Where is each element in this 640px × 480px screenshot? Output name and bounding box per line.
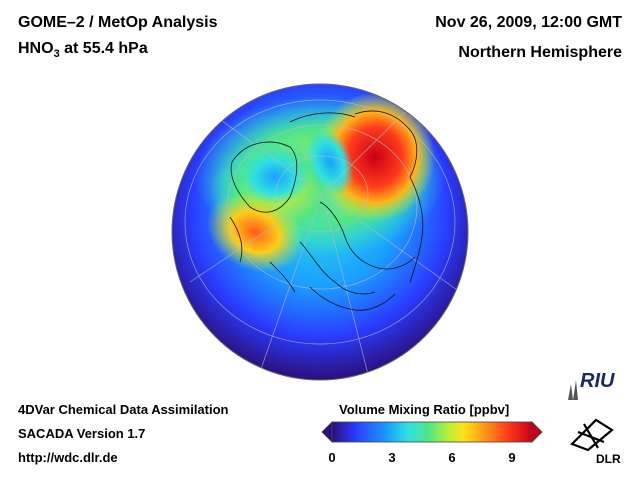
coastlines xyxy=(229,110,424,311)
riu-logo-text: RIU xyxy=(580,370,615,392)
colorbar-title: Volume Mixing Ratio [ppbv] xyxy=(339,402,510,417)
dlr-logo-text: DLR xyxy=(596,452,621,466)
species-subscript: 3 xyxy=(53,48,60,61)
colorbar-tick-label: 3 xyxy=(388,450,396,465)
dlr-logo-icon xyxy=(570,418,614,452)
date-label: Nov 26, 2009, 12:00 GMT xyxy=(435,14,622,31)
colorbar xyxy=(321,421,543,443)
colorbar-tick-label: 0 xyxy=(328,450,336,465)
pressure-level: at 55.4 hPa xyxy=(59,40,148,57)
map-title: GOME–2 / MetOp Analysis xyxy=(18,14,218,31)
map-subtitle: HNO3 at 55.4 hPa xyxy=(18,40,148,60)
colorbar-tick-label: 6 xyxy=(448,450,456,465)
species-name: HNO xyxy=(18,40,54,57)
colorbar-max-arrow xyxy=(531,421,543,443)
footer-url[interactable]: http://wdc.dlr.de xyxy=(18,450,118,465)
hemisphere-label: Northern Hemisphere xyxy=(458,44,622,61)
globe-map xyxy=(171,83,469,381)
colorbar-min-arrow xyxy=(321,421,333,443)
footer-version: SACADA Version 1.7 xyxy=(18,426,146,441)
colorbar-gradient xyxy=(331,421,533,443)
riu-logo-icon xyxy=(568,380,578,400)
footer-method: 4DVar Chemical Data Assimilation xyxy=(18,402,229,417)
graticule xyxy=(184,96,461,380)
colorbar-tick-label: 9 xyxy=(508,450,516,465)
